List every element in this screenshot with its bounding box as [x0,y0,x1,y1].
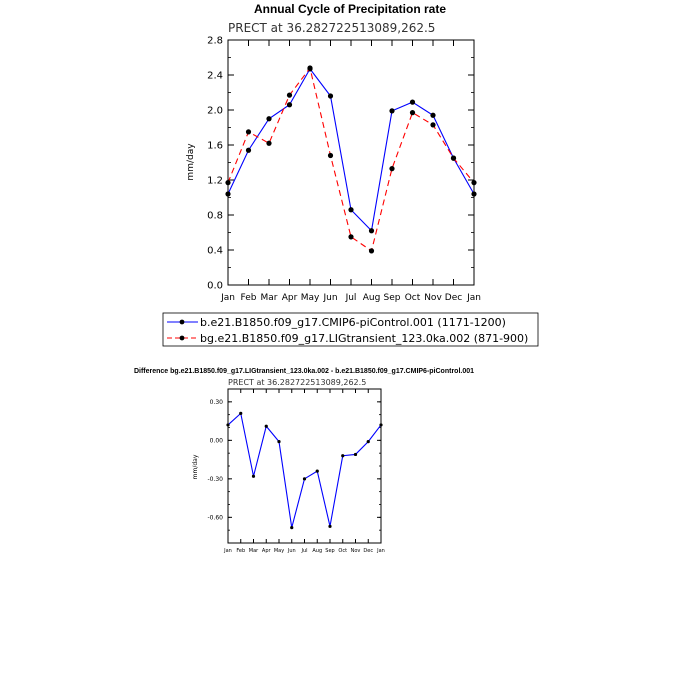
series-1-point [251,474,256,478]
x-tick-label: May [274,548,284,554]
x-tick-label: Dec [445,293,462,303]
difference-y-axis-label: mm/day [192,454,199,479]
x-tick-label: Feb [236,548,245,554]
series-2-point [389,166,395,172]
x-tick-label: Jan [220,293,235,303]
series-1-point [239,411,243,415]
series-2-point [307,65,313,71]
series-line-1 [227,67,475,232]
y-axis-label: mm/day [186,143,196,181]
x-tick-label: Jan [376,548,385,554]
x-tick-label: Jul [345,293,357,303]
series-1-point [366,440,370,444]
series-1-point [277,440,281,444]
x-tick-label: Jul [300,548,307,554]
y-tick-label: 0.30 [210,399,224,406]
series-1-point [430,112,436,118]
y-tick-label: 2.8 [207,36,223,47]
x-tick-label: Mar [261,293,278,303]
series-2-point [327,152,334,159]
series-1-point [245,147,252,153]
difference-chart-subtitle: PRECT at 36.282722513089,262.5 [228,378,366,387]
x-tick-label: Sep [325,548,334,554]
series-2-point [471,180,477,186]
series-2-point [245,129,252,135]
series-2-point [409,110,416,116]
series-1-point [328,524,332,528]
chart-title: Annual Cycle of Precipitation rate [254,2,446,16]
x-tick-label: Mar [249,548,259,554]
legend-marker-2 [179,335,185,341]
series-line-2 [227,66,475,252]
legend-box [162,312,539,347]
legend-marker-1 [179,319,185,325]
series-1-point [348,207,354,213]
series-1-point [286,102,293,108]
series-2-point [450,155,457,161]
y-tick-label: -0.30 [207,476,223,483]
x-tick-label: Feb [241,293,257,303]
series-2-point [430,122,436,128]
x-tick-label: Jun [287,548,296,554]
series-1-point [264,424,268,428]
legend: b.e21.B1850.f09_g17.CMIP6-piControl.001 … [162,312,539,347]
x-tick-label: Apr [262,548,272,554]
series-1-point [266,116,272,122]
series-2-point [225,180,231,186]
series-line-1 [227,412,382,528]
x-tick-label: Nov [351,548,361,554]
y-tick-label: 2.0 [207,106,223,117]
difference-chart-title: Difference bg.e21.B1850.f09_g17.LIGtrans… [134,368,474,375]
y-tick-label: 0.4 [207,246,223,257]
y-tick-label: 0.00 [210,437,224,444]
x-tick-label: Oct [338,548,347,554]
legend-entry-2: bg.e21.B1850.f09_g17.LIGtransient_123.0k… [200,332,528,345]
x-tick-label: Dec [363,548,373,554]
y-tick-label: 1.2 [207,176,223,187]
y-tick-label: 0.8 [207,211,223,222]
chart-subtitle: PRECT at 36.282722513089,262.5 [228,21,435,35]
x-tick-label: May [301,293,320,303]
x-tick-label: Aug [363,293,381,303]
series-2-point [368,248,375,254]
y-tick-label: 0.0 [207,281,223,292]
series-1-point [353,452,358,457]
x-tick-label: Aug [312,548,322,554]
series-1-point [302,477,307,481]
x-tick-label: Nov [424,293,442,303]
series-1-point [409,99,416,105]
y-tick-label: -0.60 [207,514,223,521]
series-1-point [226,423,230,427]
legend-entry-1: b.e21.B1850.f09_g17.CMIP6-piControl.001 … [200,316,506,329]
series-2-point [286,92,293,98]
series-1-point [315,469,319,473]
series-1-point [225,191,231,197]
x-tick-label: Oct [405,293,421,303]
series-1-point [471,191,477,197]
x-tick-label: Apr [282,293,298,303]
series-1-point [327,93,334,99]
x-tick-label: Jan [223,548,232,554]
series-2-point [348,234,354,240]
x-tick-label: Sep [384,293,401,303]
plot-frame [227,39,475,286]
difference-plot: Jan Feb Mar Apr May Jun Jul Aug Sep Oct Nov Dec Jan-… [207,388,385,554]
series-2-point [266,140,272,146]
series-1-point [290,526,294,530]
top-plot: Jan Feb Mar Apr May Jun Jul Aug Sep Oct Nov Dec Jan0… [207,36,481,304]
x-tick-label: Jan [466,293,481,303]
series-1-point [379,423,383,427]
y-tick-label: 1.6 [207,141,223,152]
series-1-point [389,108,395,114]
x-tick-label: Jun [322,293,337,303]
series-1-point [341,454,345,458]
series-1-point [368,228,375,234]
y-tick-label: 2.4 [207,71,223,82]
